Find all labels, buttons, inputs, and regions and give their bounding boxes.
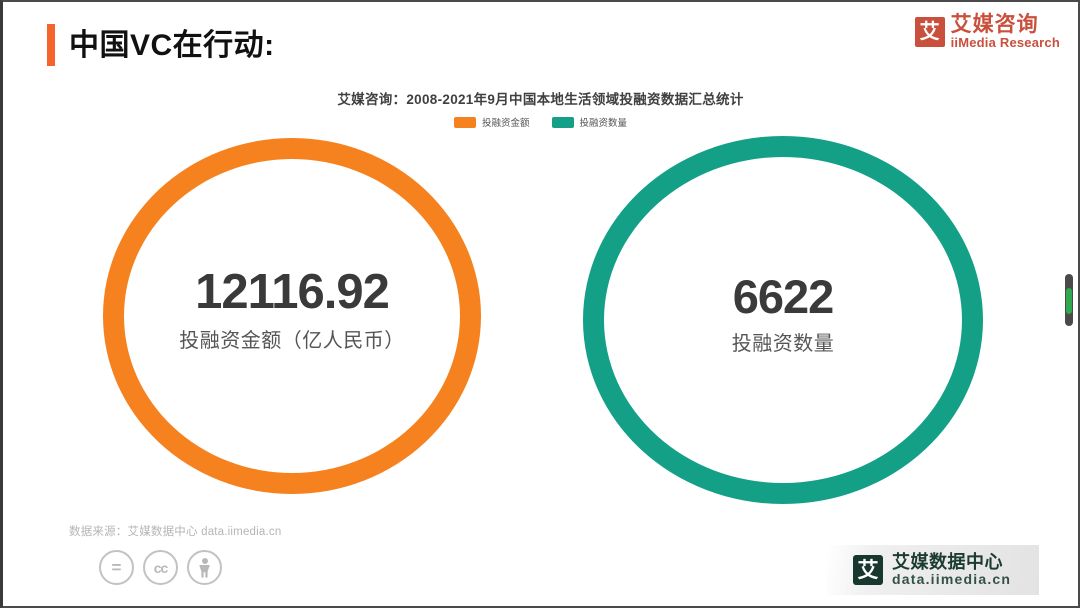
legend-label-amount: 投融资金额 — [481, 118, 530, 129]
scrollbar-track[interactable] — [1065, 2, 1076, 606]
donut-center-count: 6622 投融资数量 — [731, 269, 835, 356]
page-title: 中国VC在行动: — [69, 29, 275, 62]
legend-item-amount: 投融资金额 — [453, 115, 530, 129]
chart-legend: 投融资金额 投融资数量 — [3, 115, 1078, 129]
donut-value-amount: 12116.92 — [195, 264, 390, 319]
watermark-url: data.iimedia.cn — [892, 571, 1012, 588]
watermark-text: 艾媒数据中心 data.iimedia.cn — [892, 552, 1011, 588]
chart-title: 艾媒咨询：2008-2021年9月中国本地生活领域投融资数据汇总统计 — [337, 92, 744, 107]
brand-mark-icon: 艾 — [914, 16, 945, 47]
legend-swatch-amount-icon — [453, 116, 476, 128]
person-icon — [187, 550, 222, 585]
cc-icon: cc — [143, 550, 178, 585]
title-accent-bar — [47, 24, 55, 66]
brand-name-en: iiMedia Research — [950, 35, 1060, 51]
equals-icon: = — [99, 550, 134, 585]
person-glyph — [198, 558, 211, 578]
watermark-mark-icon: 艾 — [853, 555, 883, 585]
legend-item-count: 投融资数量 — [551, 115, 628, 129]
donut-chart-amount: 12116.92 投融资金额（亿人民币） — [103, 138, 481, 494]
donut-chart-count: 6622 投融资数量 — [583, 136, 983, 504]
equals-glyph: = — [111, 558, 122, 577]
watermark-logo: 艾 艾媒数据中心 data.iimedia.cn — [827, 545, 1039, 595]
donut-center-amount: 12116.92 投融资金额（亿人民币） — [179, 264, 405, 353]
brand-name-cn: 艾媒咨询 — [950, 13, 1039, 36]
data-source-note: 数据来源：艾媒数据中心 data.iimedia.cn — [69, 526, 282, 538]
watermark-name-cn: 艾媒数据中心 — [892, 552, 1003, 573]
license-icons: = cc — [99, 550, 222, 585]
legend-swatch-count-icon — [551, 116, 574, 128]
donut-label-amount: 投融资金额（亿人民币） — [179, 330, 405, 353]
cc-glyph: cc — [153, 559, 169, 576]
donut-label-count: 投融资数量 — [731, 333, 835, 356]
legend-label-count: 投融资数量 — [579, 118, 628, 129]
brand-logo: 艾 艾媒咨询 iiMedia Research — [914, 13, 1060, 51]
brand-text: 艾媒咨询 iiMedia Research — [950, 13, 1060, 51]
scrollbar-thumb[interactable] — [1065, 274, 1073, 326]
donut-value-count: 6622 — [732, 269, 835, 323]
